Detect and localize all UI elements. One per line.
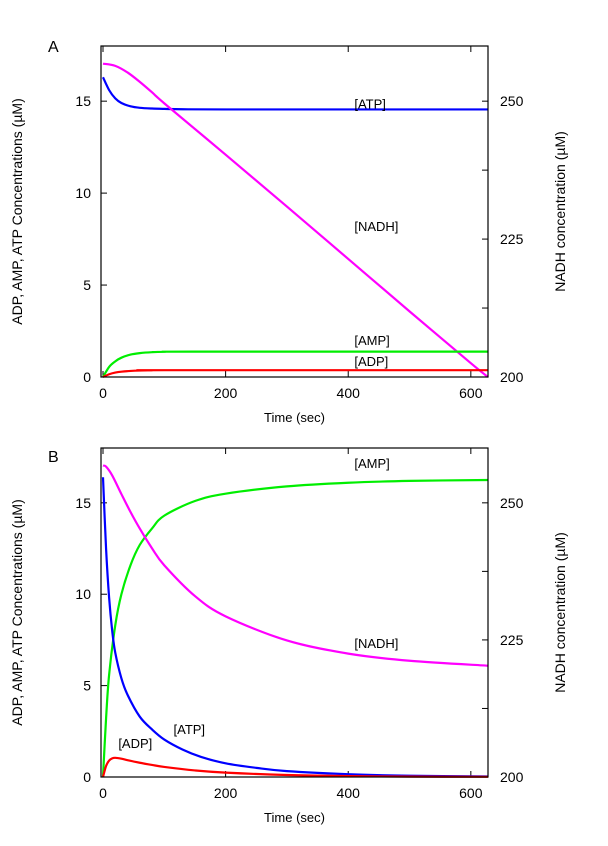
panel-label: B xyxy=(48,449,59,466)
series-line-atp xyxy=(101,477,489,778)
x-tick-label: 200 xyxy=(214,785,238,801)
series-label-adp: [ADP] xyxy=(354,354,388,369)
x-tick-label: 400 xyxy=(337,785,361,801)
series-label-nadh: [NADH] xyxy=(354,636,398,651)
y-axis-label: ADP, AMP, ATP Concentrations (µM) xyxy=(9,499,25,725)
y-tick-label: 5 xyxy=(83,277,91,293)
series-label-amp: [AMP] xyxy=(354,333,389,348)
series-line-amp xyxy=(102,350,489,378)
series-line-amp xyxy=(101,478,489,778)
y-tick-label: 10 xyxy=(75,586,91,602)
y-tick-label: 15 xyxy=(75,93,91,109)
plot-frame xyxy=(100,45,489,378)
y-tick-label: 0 xyxy=(83,369,91,385)
series-line-adp xyxy=(101,756,489,778)
x-axis-label: Time (sec) xyxy=(264,810,325,825)
series-label-amp: [AMP] xyxy=(354,456,389,471)
y2-tick-label: 200 xyxy=(500,769,524,785)
x-tick-label: 600 xyxy=(459,785,483,801)
plot-frame xyxy=(100,447,489,778)
series-label-adp: [ADP] xyxy=(118,736,152,751)
series-line-nadh xyxy=(102,62,489,378)
panel-label: A xyxy=(48,39,59,56)
y2-tick-label: 225 xyxy=(500,632,524,648)
series-line-adp xyxy=(102,369,489,379)
series-label-atp: [ATP] xyxy=(354,97,386,112)
y-axis-label: ADP, AMP, ATP Concentrations (µM) xyxy=(9,98,25,324)
y2-axis-label: NADH concentration (µM) xyxy=(552,532,568,693)
x-tick-label: 600 xyxy=(459,385,483,401)
y-tick-label: 5 xyxy=(83,678,91,694)
panel-b: B 0 200 400 600 0 5 10 15 200 225 250 Time (sec) ADP,… xyxy=(9,447,568,825)
series-label-atp: [ATP] xyxy=(174,722,206,737)
panel-a: A 0 200 400 600 0 5 10 15 200 225 250 Time (sec) ADP,… xyxy=(9,39,568,425)
y-tick-label: 10 xyxy=(75,185,91,201)
x-tick-label: 0 xyxy=(99,385,107,401)
series-line-atp xyxy=(102,76,488,111)
x-tick-label: 400 xyxy=(337,385,361,401)
x-axis-label: Time (sec) xyxy=(264,410,325,425)
y2-tick-label: 200 xyxy=(500,369,524,385)
series-line-nadh xyxy=(102,464,489,667)
series-label-nadh: [NADH] xyxy=(354,219,398,234)
y2-axis-label: NADH concentration (µM) xyxy=(552,131,568,292)
x-tick-label: 0 xyxy=(99,785,107,801)
y-tick-label: 0 xyxy=(83,769,91,785)
y-tick-label: 15 xyxy=(75,495,91,511)
y2-tick-label: 250 xyxy=(500,495,524,511)
x-tick-label: 200 xyxy=(214,385,238,401)
y2-tick-label: 250 xyxy=(500,93,524,109)
y2-tick-label: 225 xyxy=(500,231,524,247)
